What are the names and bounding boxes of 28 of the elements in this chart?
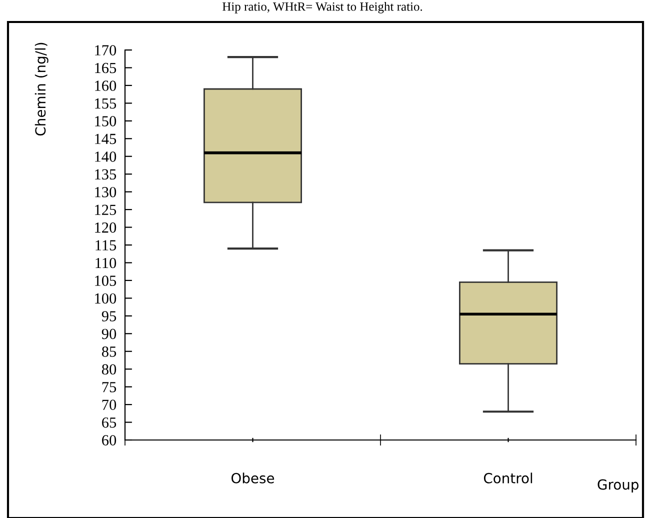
y-tick-label: 65 [102, 417, 116, 428]
y-tick-label: 170 [95, 45, 116, 56]
y-tick-label: 90 [102, 328, 116, 340]
y-tick-label: 135 [95, 169, 116, 180]
y-tick-label: 80 [102, 364, 116, 375]
y-tick-label: 145 [95, 134, 116, 144]
y-tick-label: 165 [95, 62, 116, 74]
y-tick-label: 105 [95, 276, 116, 286]
y-tick-label: 155 [95, 98, 116, 109]
y-tick-label: 75 [102, 382, 116, 392]
y-axis-title: Chemin (ng/l) [34, 42, 48, 136]
y-tick-label: 60 [102, 435, 116, 446]
text: Hip ratio, WHtR= Waist to Height ratio. [222, 2, 422, 14]
y-tick-label: 100 [95, 293, 116, 304]
y-tick-label: 150 [95, 116, 116, 126]
x-tick-label: Control [484, 472, 532, 484]
y-tick-label: 115 [96, 240, 116, 250]
y-tick-label: 85 [102, 346, 116, 357]
x-tick-label: Obese [231, 472, 274, 484]
y-tick-label: 140 [95, 152, 116, 162]
y-tick-label: 125 [95, 204, 116, 215]
x-axis-title: Group [598, 479, 638, 492]
y-tick-label: 95 [102, 311, 116, 322]
y-tick-label: 130 [95, 186, 116, 198]
y-tick-label: 70 [102, 400, 116, 410]
y-tick-label: 120 [95, 222, 116, 233]
y-tick-label: 160 [95, 80, 116, 91]
y-tick-label: 110 [96, 258, 116, 268]
